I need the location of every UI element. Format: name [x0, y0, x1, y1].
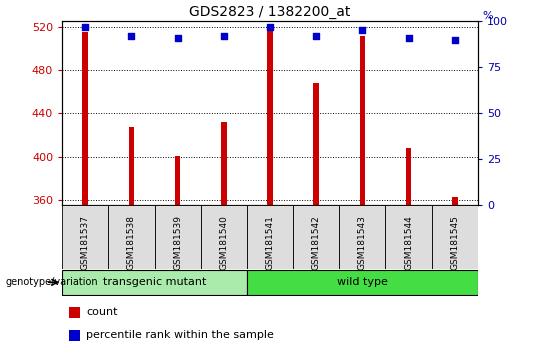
- Bar: [62, 205, 109, 269]
- Text: GSM181541: GSM181541: [266, 215, 274, 270]
- Bar: [201, 205, 247, 269]
- Bar: [339, 205, 386, 269]
- Bar: [62, 270, 247, 295]
- Text: GSM181543: GSM181543: [358, 215, 367, 270]
- Bar: [154, 205, 201, 269]
- Bar: [431, 205, 478, 269]
- Bar: [109, 205, 154, 269]
- Text: genotype/variation: genotype/variation: [5, 277, 98, 287]
- Text: %: %: [482, 11, 492, 21]
- Bar: [221, 122, 227, 205]
- Bar: [247, 205, 293, 269]
- Point: [450, 37, 459, 42]
- Text: transgenic mutant: transgenic mutant: [103, 277, 206, 287]
- Text: GSM181545: GSM181545: [450, 215, 460, 270]
- Bar: [69, 307, 80, 318]
- Point: [173, 35, 182, 41]
- Bar: [129, 127, 134, 205]
- Point: [312, 33, 321, 39]
- Bar: [360, 36, 365, 205]
- Bar: [83, 32, 88, 205]
- Point: [81, 24, 90, 30]
- Text: GSM181537: GSM181537: [80, 215, 90, 270]
- Bar: [293, 205, 339, 269]
- Text: percentile rank within the sample: percentile rank within the sample: [86, 330, 274, 341]
- Text: GSM181538: GSM181538: [127, 215, 136, 270]
- Point: [219, 33, 228, 39]
- Bar: [69, 330, 80, 341]
- Bar: [267, 28, 273, 205]
- Point: [404, 35, 413, 41]
- Bar: [452, 197, 457, 205]
- Text: GSM181544: GSM181544: [404, 215, 413, 270]
- Text: GSM181542: GSM181542: [312, 215, 321, 270]
- Bar: [175, 155, 180, 205]
- Point: [266, 24, 274, 30]
- Text: count: count: [86, 307, 118, 318]
- Point: [358, 28, 367, 33]
- Bar: [313, 83, 319, 205]
- Point: [127, 33, 136, 39]
- Text: wild type: wild type: [337, 277, 388, 287]
- Title: GDS2823 / 1382200_at: GDS2823 / 1382200_at: [190, 5, 350, 19]
- Text: GSM181540: GSM181540: [219, 215, 228, 270]
- Text: GSM181539: GSM181539: [173, 215, 182, 270]
- Bar: [386, 205, 431, 269]
- Bar: [406, 148, 411, 205]
- Bar: [247, 270, 478, 295]
